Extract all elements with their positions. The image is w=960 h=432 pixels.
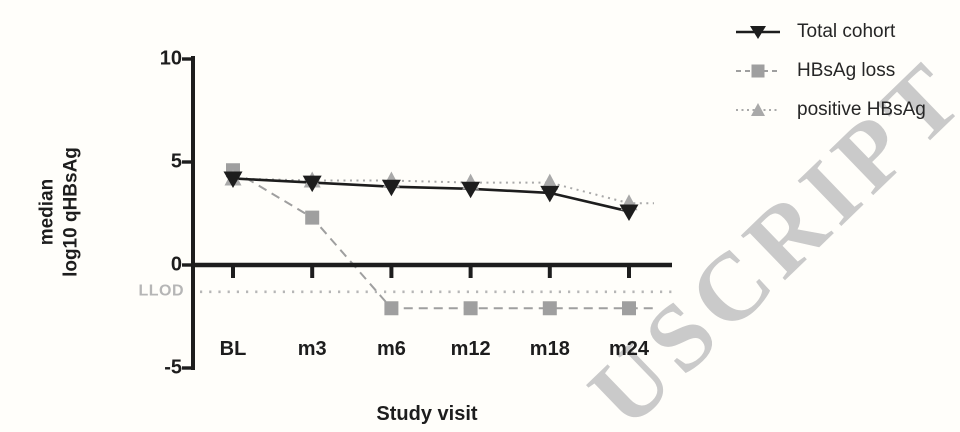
x-tick-label-m12: m12	[450, 338, 491, 360]
marker-triangle-down	[540, 185, 560, 203]
legend-label: Total cohort	[797, 21, 896, 42]
legend-label: positive HBsAg	[797, 99, 926, 120]
x-tick-label-m24: m24	[608, 338, 650, 360]
marker-square	[463, 301, 478, 316]
y-axis-title: median log10 qHBsAg	[36, 147, 81, 277]
legend-item-hbsag-loss: HBsAg loss	[736, 60, 896, 81]
marker-square	[622, 301, 636, 316]
y-tick-label: 10	[159, 47, 182, 70]
marker-triangle-down	[223, 171, 243, 188]
marker-square	[384, 301, 399, 316]
marker-square	[542, 301, 557, 316]
x-tick-label-bl: BL	[219, 338, 247, 360]
series-line-total-cohort	[232, 177, 630, 213]
x-tick-label-m6: m6	[376, 338, 406, 360]
y-tick-label: -5	[164, 356, 182, 379]
legend-marker-square-icon	[736, 64, 780, 78]
watermark-text: USCRIPT	[568, 39, 960, 432]
x-axis-title: Study visit	[376, 403, 478, 425]
marker-square	[305, 210, 320, 225]
legend-label: HBsAg loss	[797, 60, 896, 81]
llod-label: LLOD	[138, 282, 184, 300]
legend-marker-triangle-up-icon	[736, 103, 780, 116]
series-line-hbsag-loss	[232, 169, 654, 310]
marker-triangle-up	[541, 173, 559, 190]
y-tick-label: 0	[170, 253, 182, 276]
marker-triangle-down	[381, 179, 401, 197]
legend-item-positive-hbsag: positive HBsAg	[736, 99, 926, 120]
x-tick-label-m3: m3	[297, 338, 327, 360]
x-tick-label-m18: m18	[529, 338, 570, 360]
marker-triangle-down	[461, 181, 481, 199]
marker-triangle-down	[302, 175, 322, 193]
y-tick-label: 5	[170, 150, 182, 173]
legend-item-total-cohort: Total cohort	[736, 21, 896, 42]
legend-marker-triangle-down-icon	[736, 26, 780, 39]
marker-triangle-down	[619, 204, 639, 221]
